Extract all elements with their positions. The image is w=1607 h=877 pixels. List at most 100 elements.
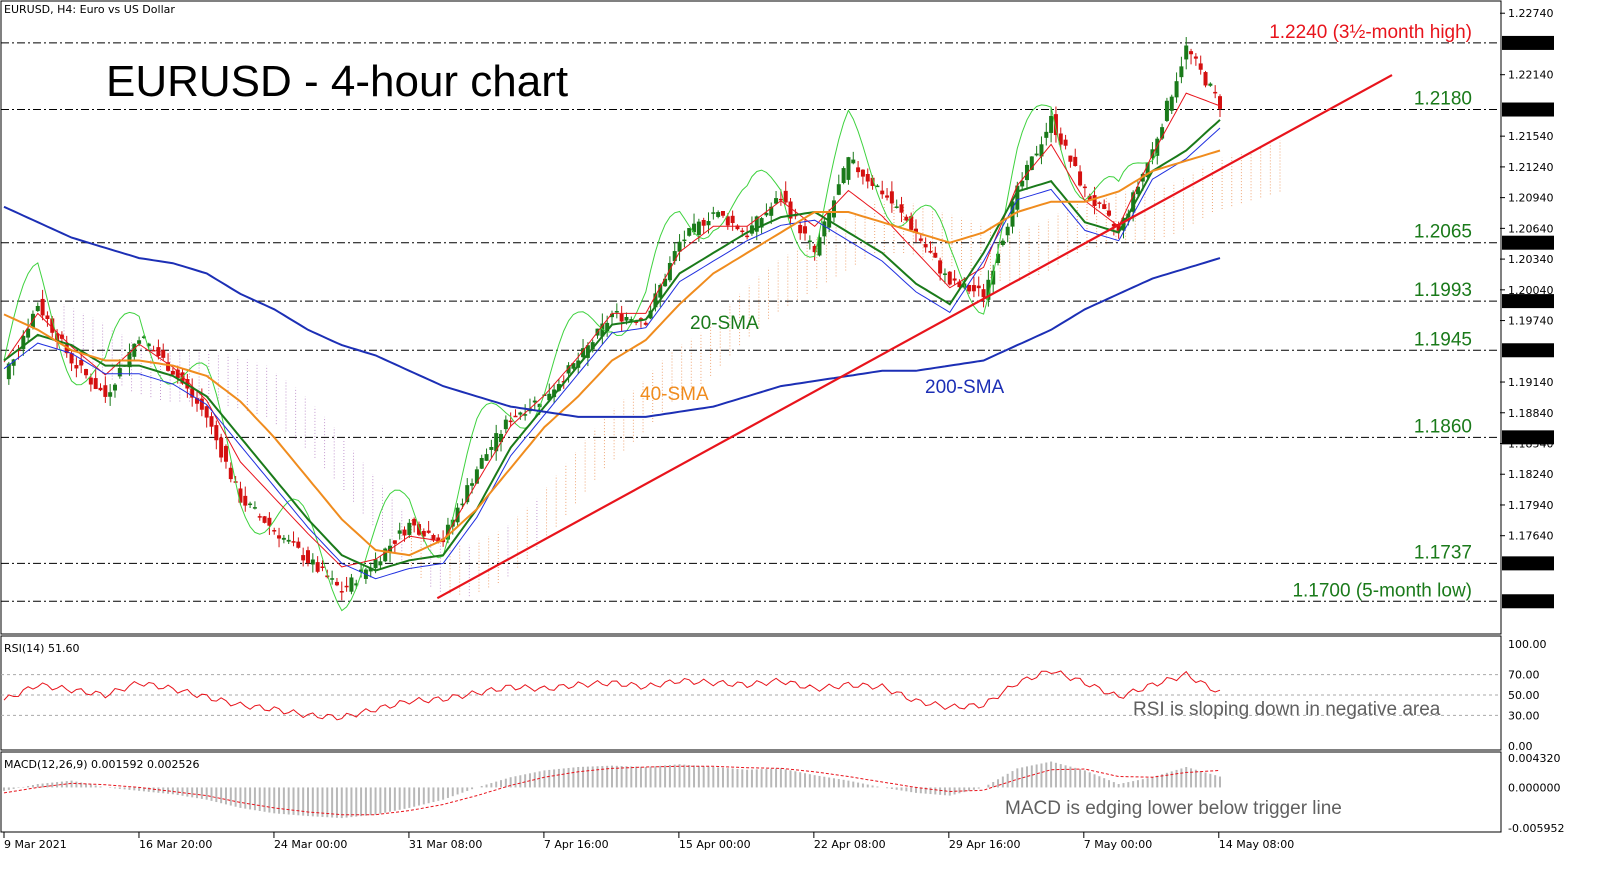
candle-body: [885, 195, 890, 198]
ascending-trendline: [436, 74, 1393, 600]
candle-body: [957, 281, 962, 288]
y-tick-label: 1.17640: [1508, 530, 1554, 543]
candle-body: [677, 241, 682, 252]
y-tick-label: 1.20640: [1508, 222, 1554, 235]
candle-body: [11, 359, 16, 366]
y-tick-label: 1.20340: [1508, 253, 1554, 266]
candle-body: [397, 530, 402, 534]
candle-body: [161, 350, 166, 358]
candle-body: [262, 516, 267, 523]
candle-body: [64, 344, 69, 354]
candle-body: [682, 239, 687, 242]
y-tick-label: 1.18540: [1508, 437, 1554, 450]
candle-body: [653, 293, 658, 308]
rsi-header: RSI(14) 51.60: [4, 642, 79, 655]
candle-body: [566, 365, 571, 374]
candle-body: [137, 340, 142, 344]
candle-body: [667, 262, 672, 281]
candle-body: [1063, 139, 1068, 146]
level-axis-value: 1.22450: [1505, 37, 1551, 50]
candle-body: [735, 225, 740, 230]
candle-body: [889, 191, 894, 204]
candle-body: [547, 393, 552, 401]
rsi-panel-frame: [0, 635, 1502, 751]
level-axis-value: 1.18600: [1505, 431, 1551, 444]
candle-body: [836, 184, 841, 195]
candle-body: [484, 454, 489, 461]
sma-line: [3, 119, 1221, 572]
level-axis-tag: [1502, 343, 1554, 358]
candle-body: [1116, 223, 1121, 231]
time-axis: 9 Mar 2021 16 Mar 20:00 24 Mar 00:00 31 Mar…: [3, 832, 1294, 851]
candle-body: [1078, 171, 1083, 186]
candle-body: [180, 372, 185, 384]
candle-body: [508, 420, 513, 423]
candle-body: [798, 224, 803, 234]
x-tick-label: 22 Apr 08:00: [814, 838, 886, 851]
rsi-line: [3, 670, 1221, 721]
candle-body: [1058, 133, 1063, 145]
x-tick-label: 24 Mar 00:00: [274, 838, 347, 851]
level-axis-tag: [1502, 235, 1554, 250]
candle-body: [870, 177, 875, 186]
candle-body: [1213, 91, 1218, 94]
candle-body: [84, 369, 89, 376]
moving-averages: [3, 92, 1221, 612]
candle-body: [711, 212, 716, 214]
candle-body: [320, 566, 325, 568]
candle-body: [1087, 195, 1092, 200]
candle-body: [214, 425, 219, 441]
candle-body: [1024, 164, 1029, 181]
y-tick-label: 1.22140: [1508, 69, 1554, 82]
candle-body: [344, 585, 349, 588]
candle-body: [330, 578, 335, 580]
candle-body: [339, 591, 344, 593]
level-axis-value: 1.20500: [1505, 237, 1551, 250]
candle-body: [701, 219, 706, 226]
candle-body: [1044, 131, 1049, 138]
candle-body: [392, 540, 397, 544]
candle-body: [35, 305, 40, 312]
candle-body: [1160, 127, 1165, 139]
candle-body: [875, 185, 880, 188]
candle-body: [26, 328, 31, 338]
candle-body: [223, 445, 228, 462]
sma-line: [3, 205, 1221, 418]
candle-body: [918, 238, 923, 241]
level-label: 1.1993: [1414, 280, 1472, 301]
candle-body: [412, 518, 417, 526]
candle-body: [778, 198, 783, 201]
candle-body: [696, 221, 701, 235]
candle-body: [421, 530, 426, 537]
macd-note: MACD is edging lower below trigger line: [1005, 798, 1342, 819]
level-label: 1.1737: [1414, 542, 1472, 563]
candle-body: [74, 365, 79, 369]
level-label: 1.1945: [1414, 329, 1472, 350]
candle-body: [479, 458, 484, 469]
level-axis-value: 1.19930: [1505, 295, 1551, 308]
candle-body: [1039, 144, 1044, 157]
rsi-indicator: 100.00 70.00 50.00 30.00 0.00: [1, 638, 1547, 753]
horizontal-levels: 1.2240 (3½-month high) 1.22450 1.2180 1.218…: [1, 22, 1554, 609]
candle-body: [841, 168, 846, 183]
candle-body: [1203, 72, 1208, 86]
candle-body: [277, 535, 282, 539]
level-axis-tag: [1502, 594, 1554, 609]
candle-body: [166, 362, 171, 371]
candle-body: [156, 347, 161, 356]
candle-body: [1218, 96, 1222, 109]
candle-body: [325, 575, 330, 578]
candle-body: [1092, 195, 1097, 206]
candle-body: [904, 216, 909, 221]
candle-body: [402, 529, 407, 536]
candle-body: [909, 216, 914, 231]
x-tick-label: 29 Apr 16:00: [949, 838, 1021, 851]
candle-body: [1029, 156, 1034, 170]
candle-body: [1155, 138, 1160, 156]
y-tick-label: 1.18240: [1508, 468, 1554, 481]
candle-body: [373, 559, 378, 569]
candle-body: [634, 321, 639, 323]
candle-body: [40, 298, 45, 316]
candle-body: [499, 433, 504, 443]
